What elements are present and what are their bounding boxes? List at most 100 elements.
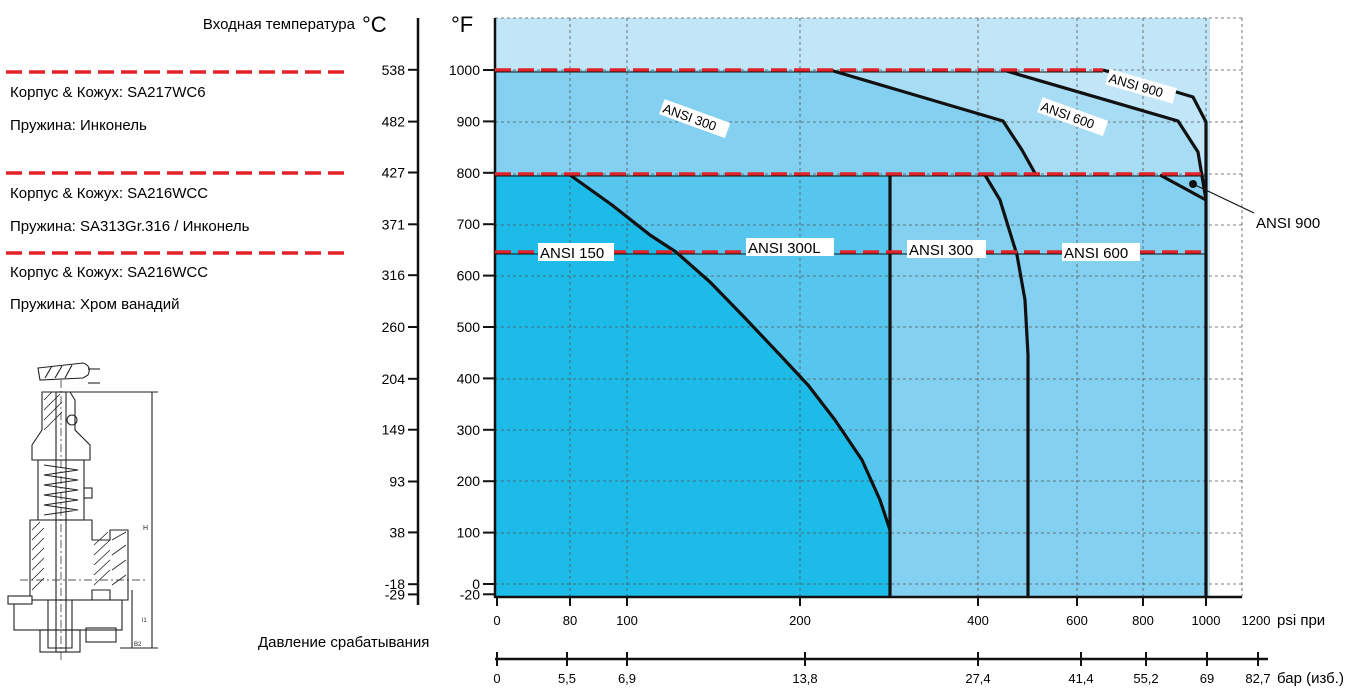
celsius-tick-label: 38 [389, 524, 405, 540]
curve-ansi300-lower [983, 174, 1030, 597]
celsius-tick-label: 93 [389, 474, 405, 490]
callout-leader [1192, 183, 1255, 214]
fahrenheit-tick-label: 0 [472, 576, 480, 592]
cap-hatch3 [64, 364, 73, 379]
region-label-ansi150: ANSI 150 [540, 245, 604, 262]
valve-cross-section-diagram: H B2 l1 [7, 362, 158, 660]
rating-curves [569, 68, 1208, 597]
label-box-ansi150 [538, 243, 614, 261]
label-box-ansi300 [907, 240, 986, 258]
fahrenheit-tick-label: 600 [457, 268, 481, 284]
psi-tick-label: 80 [563, 613, 577, 628]
cap-hatch2 [54, 365, 63, 379]
dim-h-mark: H [143, 525, 148, 532]
fahrenheit-tick-label: 900 [457, 113, 481, 129]
fahrenheit-tick-label: -20 [460, 586, 480, 602]
bar-tick-label: 0 [493, 671, 500, 686]
label-box-ansi600 [1062, 243, 1140, 261]
label-box-ansi600-upper [1037, 97, 1109, 137]
fahrenheit-unit: °F [451, 12, 473, 37]
lower-nozzle [39, 629, 81, 653]
bar-tick-label: 27,4 [965, 671, 990, 686]
bar-tick-label: 82,7 [1245, 671, 1270, 686]
psi-tick-label: 400 [967, 613, 989, 628]
callout-label-ansi900: ANSI 900 [1256, 215, 1320, 232]
label-box-ansi300L [746, 238, 834, 256]
zone-ansi150 [495, 175, 890, 597]
rating-zones [495, 18, 1210, 597]
cap-hatch [44, 365, 53, 379]
material-spring-3: Пружина: Хром ванадий [10, 296, 179, 313]
side-handle [7, 595, 33, 605]
fahrenheit-tick-label: 800 [457, 165, 481, 181]
psi-tick-label: 600 [1066, 613, 1088, 628]
dim-l1-mark: l1 [142, 618, 147, 624]
curve-ansi300-upper [829, 68, 1038, 176]
region-label-ansi300: ANSI 300 [909, 242, 973, 259]
material-specs: Корпус & Кожух: SA217WC6 Пружина: Инконе… [10, 84, 250, 313]
label-box-ansi300-upper [659, 99, 731, 139]
region-label-ansi300L: ANSI 300L [748, 240, 821, 257]
valve-body [29, 519, 129, 649]
material-spring-2: Пружина: SA313Gr.316 / Инконель [10, 218, 250, 235]
celsius-tick-label: 149 [382, 422, 406, 438]
celsius-tick-label: 260 [382, 319, 406, 335]
psi-unit-label: psi при [1277, 612, 1325, 629]
axis-ticks [408, 68, 1259, 666]
bar-tick-label: 6,9 [618, 671, 636, 686]
axes [416, 18, 1268, 661]
psi-tick-labels: 0 80 100 200 400 600 800 1000 1200 [493, 613, 1270, 628]
inlet-temperature-label: Входная температура [203, 16, 356, 33]
valve-lever-pin [66, 414, 78, 426]
celsius-tick-labels: 538 482 427 371 316 260 204 149 93 38 -18-29 [382, 62, 406, 603]
curve-ansi600-lower [1159, 173, 1207, 202]
dim-b2-mark: B2 [134, 642, 142, 648]
valve-hatch-bonnet [43, 391, 63, 431]
fahrenheit-tick-label: 500 [457, 319, 481, 335]
material-spring-1: Пружина: Инконель [10, 117, 147, 134]
bar-tick-label: 5,5 [558, 671, 576, 686]
fahrenheit-tick-label: 1000 [449, 62, 480, 78]
body-hatch-left [31, 521, 45, 591]
material-body-1: Корпус & Кожух: SA217WC6 [10, 84, 206, 101]
bar-tick-label: 69 [1200, 671, 1214, 686]
psi-tick-label: 100 [616, 613, 638, 628]
bar-tick-label: 41,4 [1068, 671, 1093, 686]
celsius-unit: °C [362, 12, 387, 37]
psi-tick-label: 0 [493, 613, 500, 628]
bar-unit-label: бар (изб.) [1277, 670, 1344, 687]
celsius-tick-label: 538 [382, 62, 406, 78]
celsius-tick-label: 482 [382, 114, 406, 130]
region-label-ansi600: ANSI 600 [1064, 245, 1128, 262]
celsius-tick-label: 371 [382, 216, 406, 232]
psi-tick-label: 1000 [1192, 613, 1221, 628]
bar-tick-labels: 0 5,5 6,9 13,8 27,4 41,4 55,2 69 82,7 [493, 671, 1270, 686]
fahrenheit-tick-label: 200 [457, 473, 481, 489]
fahrenheit-tick-label: 100 [457, 525, 481, 541]
celsius-tick-label: -18 [385, 576, 405, 592]
bar-tick-label: 55,2 [1133, 671, 1158, 686]
spring-side-bolt [83, 487, 93, 499]
psi-tick-label: 1200 [1242, 613, 1271, 628]
celsius-tick-label: 204 [382, 371, 406, 387]
label-box-ansi900-upper [1105, 68, 1177, 104]
fahrenheit-tick-label: 700 [457, 216, 481, 232]
celsius-tick-label: -29 [385, 586, 405, 602]
material-body-2: Корпус & Кожух: SA216WCC [10, 185, 208, 202]
flange-face [85, 627, 117, 643]
valve-bonnet [31, 391, 91, 461]
fahrenheit-tick-label: 400 [457, 370, 481, 386]
psi-tick-label: 200 [789, 613, 811, 628]
region-labels: ANSI 150 ANSI 300L ANSI 300 ANSI 600 ANS… [538, 68, 1320, 262]
celsius-tick-label: 316 [382, 267, 406, 283]
psi-tick-label: 800 [1132, 613, 1154, 628]
spring-coils [43, 464, 79, 516]
bar-tick-label: 13,8 [792, 671, 817, 686]
fahrenheit-tick-label: 300 [457, 422, 481, 438]
curve-ansi150 [569, 173, 892, 531]
celsius-tick-label: 427 [382, 164, 406, 180]
material-body-3: Корпус & Кожух: SA216WCC [10, 264, 208, 281]
